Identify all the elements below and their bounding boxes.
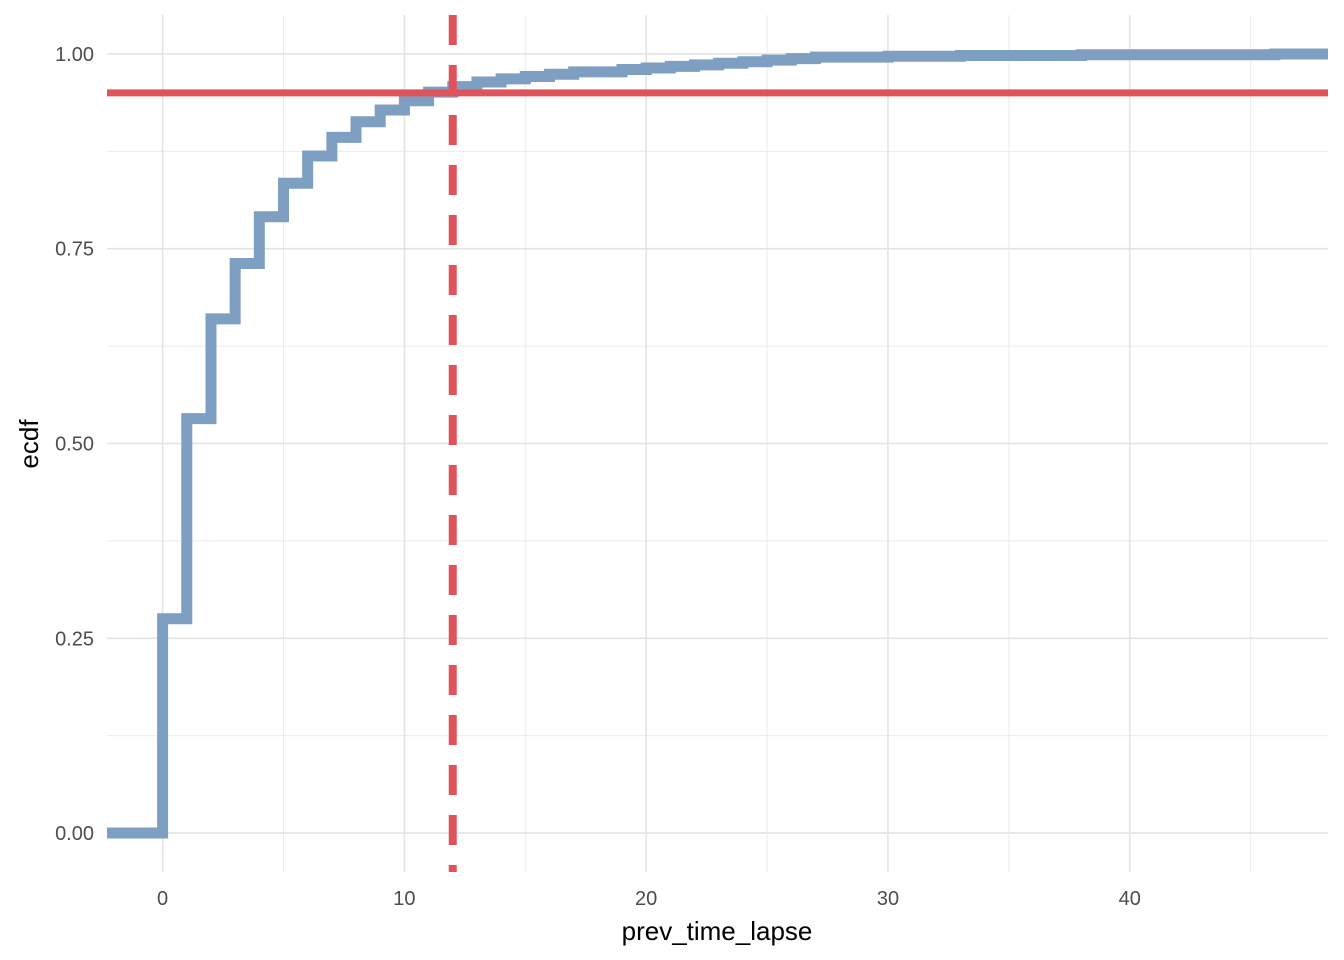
y-axis-title: ecdf [14,419,44,469]
y-tick-label-2: 0.50 [55,434,94,456]
y-tick-label-4: 1.00 [55,44,94,66]
ecdf-series-line-0 [107,48,1328,839]
y-axis-tick-labels: 0.00 0.25 0.50 0.75 1.00 [55,44,94,845]
y-tick-label-1: 0.25 [55,628,94,650]
x-tick-label-4: 40 [1119,888,1141,910]
x-tick-label-1: 10 [393,888,415,910]
x-tick-label-2: 20 [635,888,657,910]
ecdf-series-group [107,48,1328,839]
x-axis-tick-labels: 0 10 20 30 40 [157,888,1141,910]
y-tick-label-0: 0.00 [55,823,94,845]
x-tick-label-3: 30 [877,888,899,910]
x-axis-title: prev_time_lapse [622,916,813,946]
reference-lines [107,15,1328,872]
major-gridlines [107,15,1328,872]
x-tick-label-0: 0 [157,888,168,910]
y-tick-label-3: 0.75 [55,239,94,261]
